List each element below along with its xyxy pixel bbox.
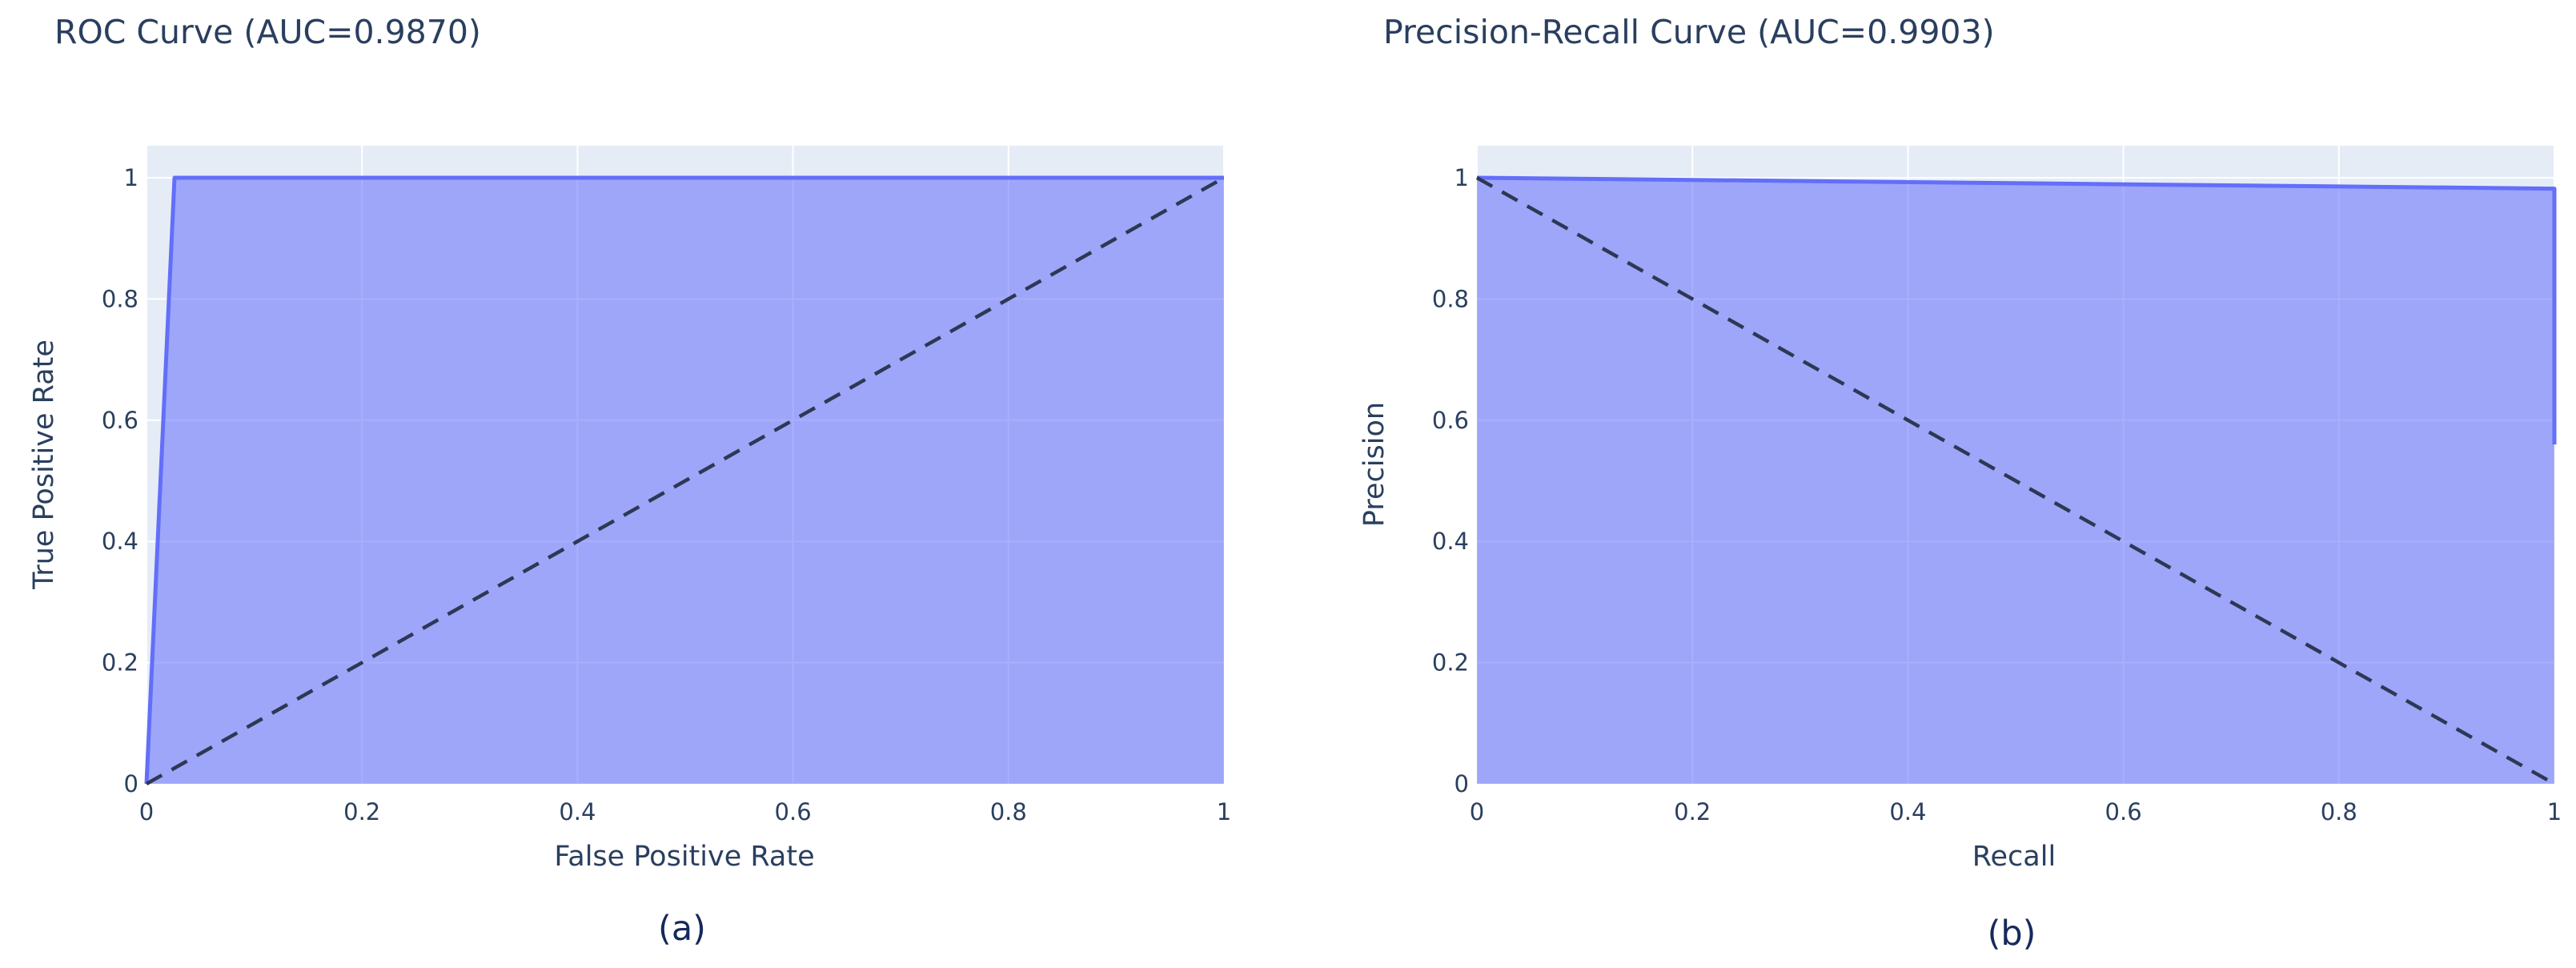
roc-y-tick-label: 0.4	[102, 528, 138, 555]
roc-x-tick-label: 0.4	[559, 798, 596, 825]
pr-x-tick-label: 0.8	[2321, 798, 2357, 825]
pr-series	[1475, 175, 2557, 785]
pr-x-tick-label: 0.6	[2105, 798, 2142, 825]
pr-x-tick-label: 0.4	[1889, 798, 1926, 825]
roc-x-tick-label: 0.6	[775, 798, 812, 825]
pr-baseline-dashed	[1475, 176, 2556, 785]
roc-y-tick-label: 0.8	[102, 285, 138, 312]
roc-title: ROC Curve (AUC=0.9870)	[54, 13, 481, 51]
roc-y-tick-label: 0	[124, 770, 138, 797]
roc-x-tick-label: 0.2	[343, 798, 380, 825]
pr-x-tick-label: 0	[1470, 798, 1484, 825]
roc-x-tick-label: 0.8	[990, 798, 1027, 825]
roc-curve-line	[144, 175, 1224, 785]
pr-x-tick-label: 0.2	[1674, 798, 1711, 825]
pr-panel: Precision-Recall Curve (AUC=0.9903) 0 0.2…	[1358, 13, 2562, 954]
pr-curve-line	[1476, 175, 2557, 445]
pr-y-tick-label: 0	[1455, 770, 1469, 797]
pr-y-ticks: 0 0.2 0.4 0.6 0.8 1	[1432, 164, 1469, 797]
pr-panel-label: (b)	[1988, 914, 2036, 954]
roc-baseline-dashed	[145, 176, 1226, 785]
roc-series	[144, 175, 1226, 785]
roc-panel: ROC Curve (AUC=0.9870) 0 0.2 0.4 0.6 0.8 1 00…	[28, 13, 1231, 949]
pr-x-axis-label: Recall	[1972, 841, 2056, 873]
pr-y-tick-label: 1	[1455, 164, 1469, 191]
roc-y-tick-label: 0.6	[102, 407, 138, 434]
roc-x-tick-label: 0	[139, 798, 154, 825]
roc-y-ticks: 0 0.2 0.4 0.6 0.8 1	[102, 164, 138, 797]
roc-panel-label: (a)	[658, 909, 706, 949]
pr-y-tick-label: 0.6	[1432, 407, 1469, 434]
pr-y-tick-label: 0.8	[1432, 285, 1469, 312]
roc-y-tick-label: 0.2	[102, 649, 138, 677]
pr-y-tick-label: 0.2	[1432, 649, 1469, 677]
roc-x-axis-label: False Positive Rate	[554, 841, 814, 873]
pr-x-tick-label: 1	[2547, 798, 2562, 825]
roc-x-tick-label: 1	[1217, 798, 1231, 825]
pr-y-axis-label: Precision	[1358, 402, 1390, 527]
roc-x-ticks: 0 0.2 0.4 0.6 0.8 1	[139, 798, 1231, 825]
pr-y-tick-label: 0.4	[1432, 528, 1469, 555]
roc-y-axis-label: True Positive Rate	[28, 339, 60, 590]
roc-y-tick-label: 1	[124, 164, 138, 191]
pr-x-ticks: 0 0.2 0.4 0.6 0.8 1	[1470, 798, 2562, 825]
pr-title: Precision-Recall Curve (AUC=0.9903)	[1383, 13, 1995, 51]
